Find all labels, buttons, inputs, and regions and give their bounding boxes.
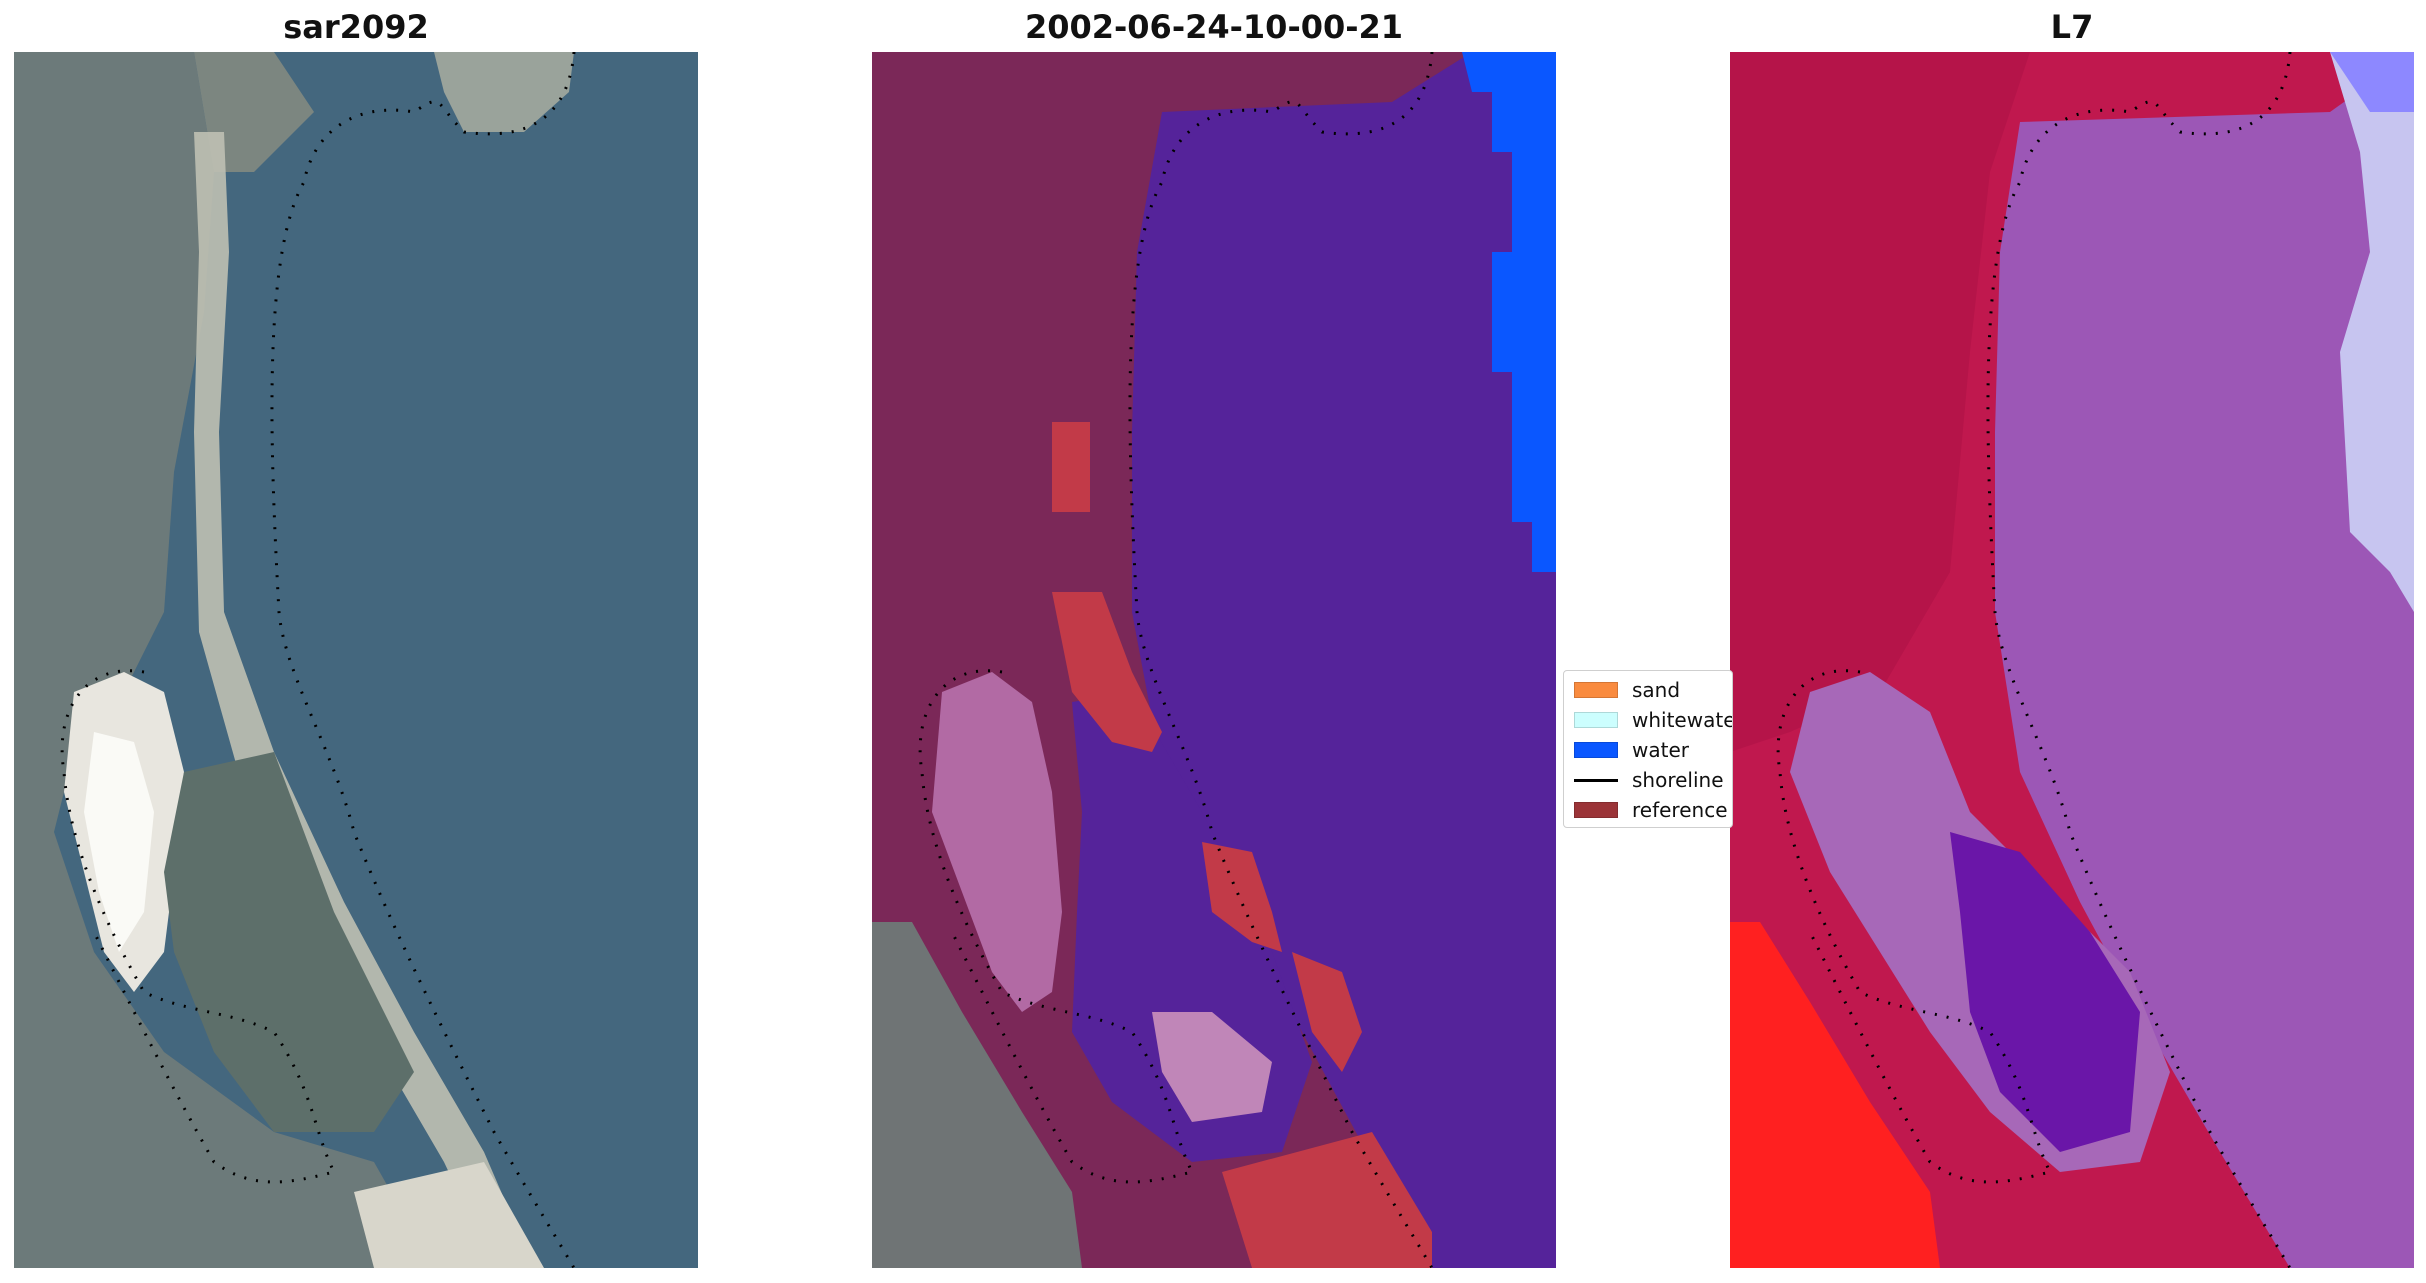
legend-item-water: water <box>1564 737 1689 763</box>
l7-image <box>1730 52 2414 1268</box>
legend-label-water: water <box>1632 738 1689 762</box>
classification-image <box>872 52 1556 1268</box>
shoreline-line-icon <box>1574 778 1618 782</box>
legend-label-sand: sand <box>1632 678 1681 702</box>
l7-panel <box>1730 52 2414 1268</box>
middle-panel-title: 2002-06-24-10-00-21 <box>1024 8 1404 46</box>
legend-label-shoreline: shoreline <box>1632 768 1724 792</box>
left-panel-title: sar2092 <box>283 8 429 46</box>
reference-swatch <box>1574 802 1618 818</box>
legend-item-shoreline: shoreline <box>1564 767 1724 793</box>
legend-label-reference: reference <box>1632 798 1728 822</box>
water-swatch <box>1574 742 1618 758</box>
legend-label-whitewater: whitewater <box>1632 708 1733 732</box>
right-panel-title: L7 <box>2050 8 2094 46</box>
whitewater-swatch <box>1574 712 1618 728</box>
legend-item-whitewater: whitewater <box>1564 707 1733 733</box>
legend: sand whitewater water shoreline referenc… <box>1563 670 1733 828</box>
legend-item-sand: sand <box>1564 677 1680 703</box>
sand-swatch <box>1574 682 1618 698</box>
legend-item-reference: reference <box>1564 797 1728 823</box>
rgb-image-panel <box>14 52 698 1268</box>
classification-panel <box>872 52 1556 1268</box>
rgb-image <box>14 52 698 1268</box>
